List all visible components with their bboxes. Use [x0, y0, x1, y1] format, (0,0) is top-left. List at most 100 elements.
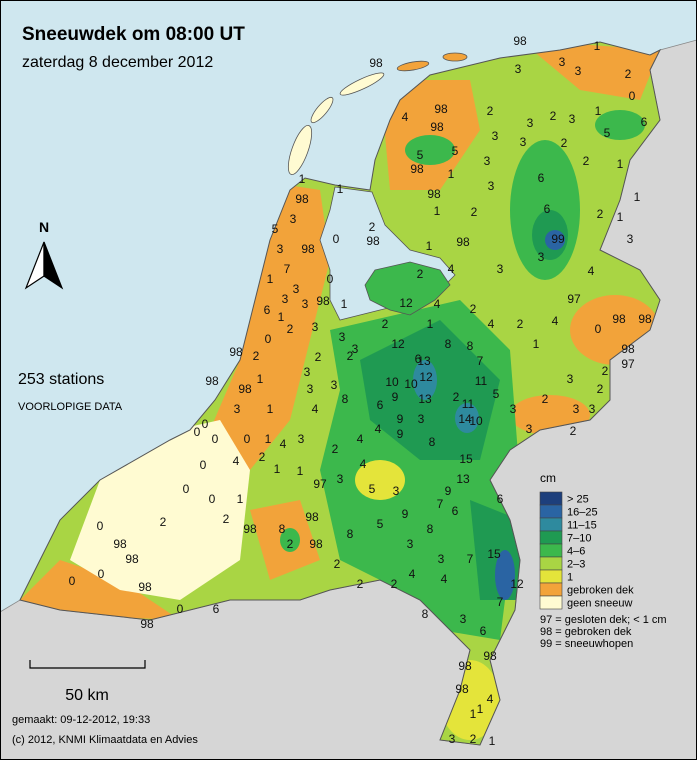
station-value: 3	[460, 612, 467, 626]
station-value: 98	[305, 510, 319, 524]
station-value: 0	[327, 272, 334, 286]
station-value: 4	[588, 264, 595, 278]
station-value: 3	[569, 112, 576, 126]
station-value: 1	[257, 372, 264, 386]
legend-swatch	[539, 595, 563, 610]
station-value: 0	[200, 458, 207, 472]
station-value: 98	[295, 192, 309, 206]
station-value: 2	[391, 577, 398, 591]
station-value: 98	[140, 617, 154, 631]
station-value: 1	[533, 337, 540, 351]
legend-label: > 25	[567, 494, 589, 506]
station-value: 3	[339, 330, 346, 344]
station-value: 1	[278, 310, 285, 324]
station-value: 1	[427, 317, 434, 331]
station-value: 3	[492, 129, 499, 143]
station-value: 1	[470, 707, 477, 721]
station-value: 3	[488, 179, 495, 193]
station-value: 3	[538, 250, 545, 264]
flevoland	[364, 261, 451, 316]
station-value: 10	[404, 377, 418, 391]
station-value: 4	[434, 297, 441, 311]
station-value: 3	[438, 552, 445, 566]
station-value: 4	[375, 422, 382, 436]
station-value: 0	[177, 602, 184, 616]
station-value: 9	[445, 484, 452, 498]
station-value: 3	[627, 232, 634, 246]
station-value: 98	[410, 162, 424, 176]
station-value: 12	[399, 296, 413, 310]
station-value: 1	[595, 104, 602, 118]
station-value: 3	[331, 378, 338, 392]
station-value: 4	[487, 692, 494, 706]
station-value: 10	[469, 414, 483, 428]
station-value: 0	[69, 574, 76, 588]
station-value: 98	[243, 522, 257, 536]
station-value: 2	[223, 512, 230, 526]
station-value: 2	[487, 104, 494, 118]
station-value: 4	[552, 314, 559, 328]
station-value: 3	[520, 135, 527, 149]
station-value: 98	[138, 580, 152, 594]
island	[287, 125, 313, 175]
legend-swatch	[539, 569, 563, 584]
station-value: 6	[377, 398, 384, 412]
station-value: 4	[441, 572, 448, 586]
station-value: 98	[513, 34, 527, 48]
station-value: 2	[347, 349, 354, 363]
station-value: 1	[477, 702, 484, 716]
station-value: 1	[634, 190, 641, 204]
station-value: 3	[510, 402, 517, 416]
station-value: 3	[567, 372, 574, 386]
station-value: 98	[434, 102, 448, 116]
legend-code: 99 = sneeuwhopen	[540, 638, 633, 650]
station-value: 7	[477, 354, 484, 368]
station-value: 6	[544, 202, 551, 216]
station-value: 6	[264, 303, 271, 317]
station-value: 8	[445, 337, 452, 351]
station-value: 6	[480, 624, 487, 638]
station-value: 4	[448, 262, 455, 276]
station-value: 5	[452, 144, 459, 158]
station-value: 1	[274, 462, 281, 476]
station-value: 11	[475, 374, 488, 388]
station-value: 2	[160, 515, 167, 529]
station-value: 0	[212, 432, 219, 446]
scale-bar	[29, 660, 146, 669]
station-value: 6	[538, 171, 545, 185]
station-value: 2	[542, 392, 549, 406]
station-value: 3	[234, 402, 241, 416]
legend-swatch	[539, 517, 563, 532]
station-value: 98	[366, 234, 380, 248]
island	[339, 72, 385, 96]
station-value: 2	[315, 350, 322, 364]
station-value: 98	[205, 374, 219, 388]
station-value: 3	[277, 242, 284, 256]
station-value: 9	[397, 412, 404, 426]
snow-field	[20, 42, 660, 745]
station-value: 3	[589, 402, 596, 416]
station-value: 2	[550, 109, 557, 123]
station-value: 9	[392, 390, 399, 404]
legend-code: 98 = gebroken dek	[540, 626, 632, 638]
station-value: 3	[559, 55, 566, 69]
island	[442, 52, 468, 62]
station-value: 2	[287, 322, 294, 336]
station-value: 98	[458, 659, 472, 673]
station-value: 98	[301, 242, 315, 256]
island	[310, 96, 334, 124]
station-value: 3	[575, 64, 582, 78]
station-value: 8	[279, 522, 286, 536]
station-value: 15	[487, 547, 501, 561]
station-value: 98	[456, 235, 470, 249]
station-value: 2	[382, 317, 389, 331]
station-value: 97	[313, 477, 327, 491]
station-value: 4	[488, 317, 495, 331]
station-value: 98	[612, 312, 626, 326]
station-value: 4	[357, 432, 364, 446]
station-value: 2	[453, 390, 460, 404]
station-value: 6	[452, 504, 459, 518]
